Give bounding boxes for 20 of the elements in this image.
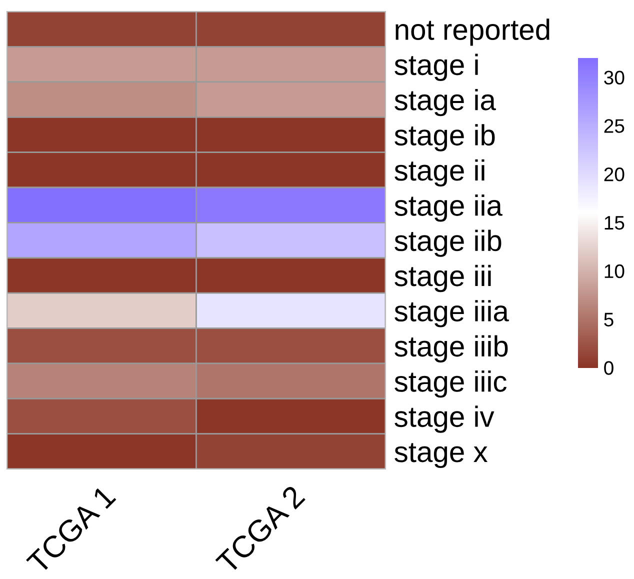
y-tick-label: stage ii — [394, 159, 484, 187]
y-tick-label: stage iii — [394, 264, 491, 292]
y-tick-label: stage iiic — [394, 370, 507, 398]
color-bar-label: 15 — [604, 216, 624, 230]
color-bar-label: 25 — [604, 119, 624, 133]
y-tick-label: stage x — [394, 443, 488, 468]
y-tick-label: stage iiia — [394, 300, 509, 328]
color-bar-label: 30 — [604, 70, 624, 84]
y-tick-label: stage iiib — [394, 335, 508, 362]
y-tick-label: not reported — [396, 18, 550, 46]
y-tick-label: stage ib — [394, 124, 495, 152]
color-bar-label: 20 — [604, 168, 624, 182]
color-bar-label: 10 — [604, 264, 624, 278]
color-bar-label: 5 — [604, 312, 614, 326]
y-tick-label: stage i — [394, 54, 478, 81]
y-tick-label: stage ia — [394, 88, 496, 116]
y-tick-label: stage iv — [394, 406, 494, 433]
y-tick-label: stage iia — [394, 194, 502, 222]
y-tick-label: stage iib — [394, 230, 502, 257]
color-bar-label: 0 — [604, 361, 614, 375]
